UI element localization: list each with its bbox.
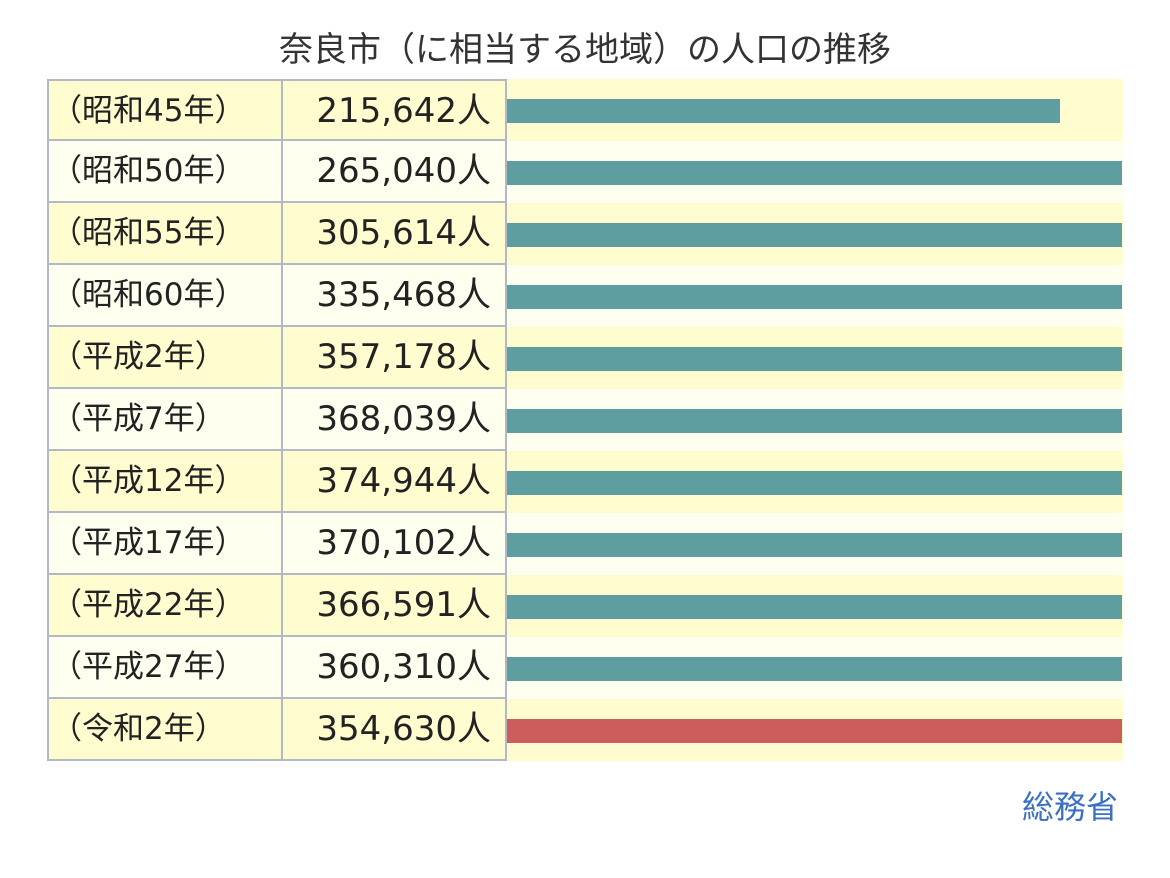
value-label: 374,944人 (283, 451, 507, 513)
value-label: 265,040人 (283, 141, 507, 203)
bar-track (507, 513, 1122, 575)
value-label: 366,591人 (283, 575, 507, 637)
population-table: （昭和45年） 215,642人 （昭和50年） 265,040人 （昭和55年） 305… (47, 79, 1123, 761)
source-link[interactable]: 総務省 (1021, 788, 1118, 826)
value-label: 370,102人 (283, 513, 507, 575)
category-label: （平成12年） (47, 451, 283, 513)
value-label: 357,178人 (283, 327, 507, 389)
bar (507, 223, 1122, 247)
bar (507, 347, 1122, 371)
table-row: （令和2年） 354,630人 (47, 699, 1123, 761)
value-label: 215,642人 (283, 79, 507, 141)
bar-track (507, 79, 1122, 141)
category-label: （平成22年） (47, 575, 283, 637)
chart-title: 奈良市（に相当する地域）の人口の推移 (279, 30, 891, 70)
category-label: （昭和45年） (47, 79, 283, 141)
category-label: （平成7年） (47, 389, 283, 451)
table-row: （平成2年） 357,178人 (47, 327, 1123, 389)
table-row: （昭和55年） 305,614人 (47, 203, 1123, 265)
bar (507, 99, 1060, 123)
bar-track (507, 265, 1122, 327)
table-row: （昭和60年） 335,468人 (47, 265, 1123, 327)
value-label: 335,468人 (283, 265, 507, 327)
bar-track (507, 327, 1122, 389)
bar-track (507, 141, 1122, 203)
table-row: （平成12年） 374,944人 (47, 451, 1123, 513)
bar-track (507, 699, 1122, 761)
table-row: （昭和45年） 215,642人 (47, 79, 1123, 141)
value-label: 354,630人 (283, 699, 507, 761)
category-label: （平成2年） (47, 327, 283, 389)
bar (507, 161, 1122, 185)
category-label: （昭和50年） (47, 141, 283, 203)
bar (507, 533, 1122, 557)
bar-track (507, 575, 1122, 637)
bar-track (507, 637, 1122, 699)
value-label: 368,039人 (283, 389, 507, 451)
value-label: 360,310人 (283, 637, 507, 699)
table-row: （平成22年） 366,591人 (47, 575, 1123, 637)
bar (507, 657, 1122, 681)
bar (507, 595, 1122, 619)
value-label: 305,614人 (283, 203, 507, 265)
bar (507, 471, 1122, 495)
category-label: （昭和55年） (47, 203, 283, 265)
bar (507, 285, 1122, 309)
category-label: （平成27年） (47, 637, 283, 699)
category-label: （平成17年） (47, 513, 283, 575)
category-label: （昭和60年） (47, 265, 283, 327)
table-row: （平成17年） 370,102人 (47, 513, 1123, 575)
category-label: （令和2年） (47, 699, 283, 761)
table-row: （平成27年） 360,310人 (47, 637, 1123, 699)
table-row: （昭和50年） 265,040人 (47, 141, 1123, 203)
bar-track (507, 203, 1122, 265)
bar-track (507, 451, 1122, 513)
bar (507, 409, 1122, 433)
bar-highlight (507, 719, 1122, 743)
table-row: （平成7年） 368,039人 (47, 389, 1123, 451)
bar-track (507, 389, 1122, 451)
